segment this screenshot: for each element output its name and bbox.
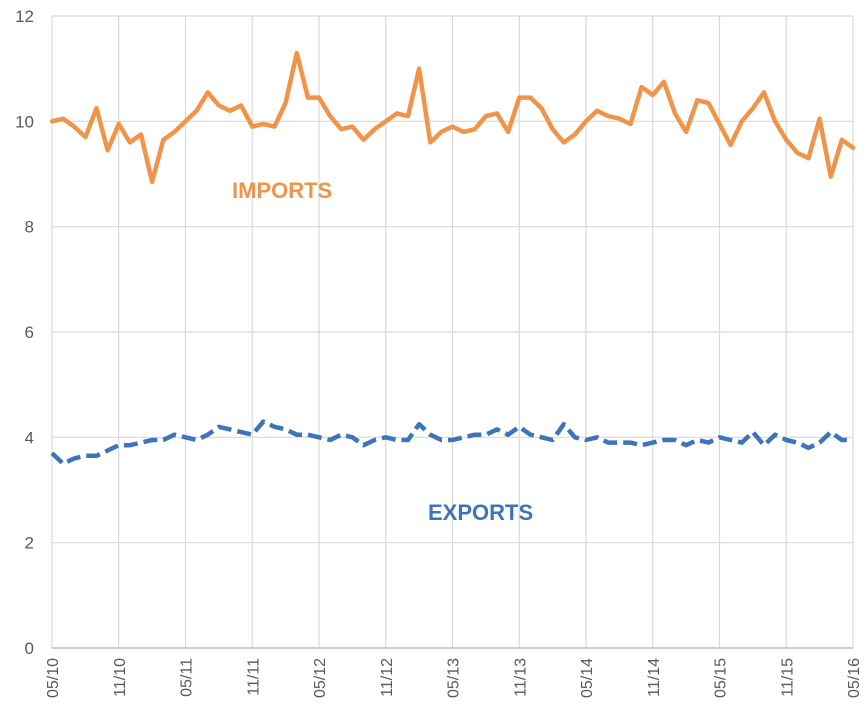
series-lines — [49, 50, 856, 466]
y-tick-label: 0 — [25, 639, 34, 658]
exports-label: EXPORTS — [428, 500, 533, 525]
y-tick-label: 6 — [25, 323, 34, 342]
x-tick-label: 05/15 — [713, 658, 730, 698]
x-tick-label: 11/11 — [245, 658, 262, 696]
x-tick-label: 05/16 — [846, 658, 863, 698]
x-tick-label: 11/12 — [379, 658, 396, 697]
imports-label: IMPORTS — [232, 178, 332, 203]
x-tick-label: 05/10 — [45, 658, 62, 698]
y-tick-label: 4 — [25, 428, 34, 447]
y-tick-label: 2 — [25, 534, 34, 553]
y-tick-label: 10 — [15, 112, 34, 131]
x-tick-label: 05/12 — [312, 658, 329, 698]
x-tick-label: 05/14 — [579, 658, 596, 698]
y-tick-label: 12 — [15, 7, 34, 26]
exports-series-line — [50, 419, 853, 466]
x-tick-label: 11/15 — [779, 658, 796, 697]
series-annotations: IMPORTS EXPORTS — [232, 178, 533, 525]
grid — [51, 15, 854, 649]
y-tick-label: 8 — [25, 218, 34, 237]
x-tick-label: 11/14 — [646, 658, 663, 697]
y-axis-ticks: 0 2 4 6 8 10 12 — [15, 7, 34, 658]
x-tick-label: 11/13 — [512, 658, 529, 697]
x-tick-label: 05/13 — [446, 658, 463, 698]
x-tick-label: 11/10 — [112, 658, 129, 697]
x-tick-label: 05/11 — [179, 658, 196, 697]
x-axis-ticks: 05/10 11/10 05/11 11/11 05/12 11/12 05/13 11/13… — [45, 658, 863, 698]
imports-series-line — [49, 50, 856, 185]
